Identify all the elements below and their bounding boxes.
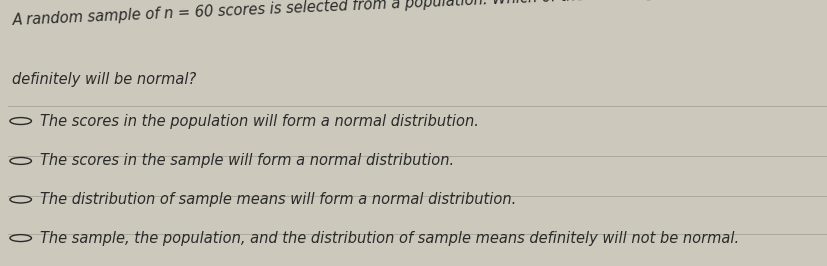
- Text: The scores in the population will form a normal distribution.: The scores in the population will form a…: [40, 114, 478, 128]
- Text: definitely will be normal?: definitely will be normal?: [12, 72, 197, 87]
- Text: The distribution of sample means will form a normal distribution.: The distribution of sample means will fo…: [40, 192, 515, 207]
- Text: The sample, the population, and the distribution of sample means definitely will: The sample, the population, and the dist…: [40, 231, 738, 246]
- Text: A random sample of n = 60 scores is selected from a population. Which of the fol: A random sample of n = 60 scores is sele…: [12, 0, 752, 28]
- Text: The scores in the sample will form a normal distribution.: The scores in the sample will form a nor…: [40, 153, 453, 168]
